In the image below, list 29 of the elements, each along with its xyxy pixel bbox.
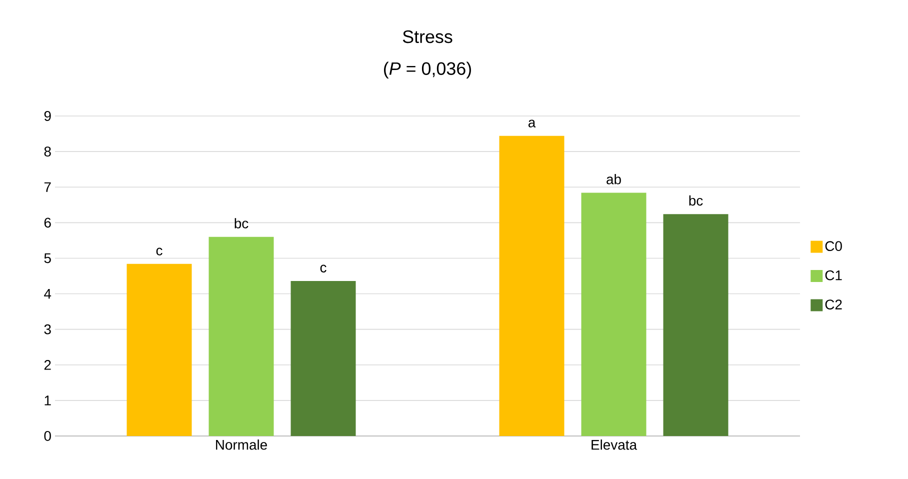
legend-label: C0	[825, 241, 842, 252]
bar	[581, 192, 646, 436]
y-tick-label: 2	[44, 360, 51, 370]
chart-title: Stress	[402, 30, 452, 44]
annotation: c	[320, 264, 326, 272]
bar	[499, 136, 564, 436]
chart-subtitle: (P = 0,036)	[384, 62, 471, 79]
y-tick-label: 0	[44, 431, 51, 441]
legend-label: C2	[825, 300, 842, 310]
bar	[290, 280, 356, 436]
y-tick-label: 8	[44, 146, 51, 156]
y-tick-label: 3	[44, 324, 51, 334]
y-tick-label: 6	[44, 218, 51, 228]
x-tick-label: Normale	[216, 440, 267, 450]
y-tick-label: 7	[44, 182, 51, 192]
bar	[126, 264, 192, 436]
legend-label: C1	[825, 270, 842, 280]
bar	[208, 236, 274, 436]
annotation: ab	[606, 174, 621, 184]
annotation: c	[156, 248, 162, 256]
annotation: bc	[234, 218, 248, 228]
annotation: bc	[689, 195, 703, 206]
y-tick-label: 1	[44, 396, 51, 406]
y-tick-label: 9	[44, 111, 51, 121]
annotation: a	[528, 120, 536, 128]
y-tick-label: 4	[44, 288, 52, 299]
x-tick-label: Elevata	[592, 440, 638, 450]
y-tick-label: 5	[44, 253, 51, 264]
bar	[663, 214, 728, 436]
